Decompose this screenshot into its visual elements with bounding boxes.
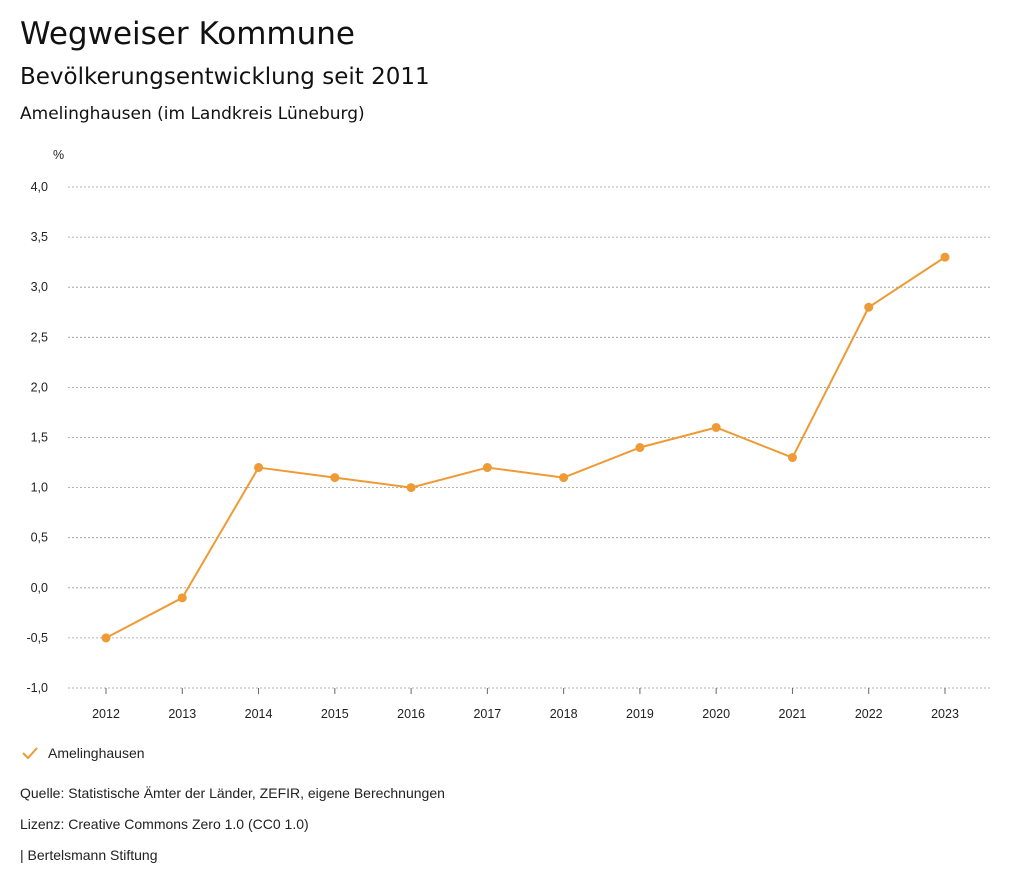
- data-point[interactable]: [635, 443, 645, 453]
- chart-subtitle: Bevölkerungsentwicklung seit 2011: [20, 64, 430, 90]
- x-tick-label: 2013: [168, 707, 196, 721]
- y-tick-label: 1,0: [31, 481, 48, 495]
- y-tick-label: 2,5: [31, 330, 48, 344]
- data-point[interactable]: [559, 473, 569, 483]
- y-tick-label: 3,0: [31, 280, 48, 294]
- y-tick-label: 0,0: [31, 581, 48, 595]
- data-point[interactable]: [330, 473, 340, 483]
- y-tick-label: 3,5: [31, 230, 48, 244]
- x-tick-label: 2019: [626, 707, 654, 721]
- data-point[interactable]: [787, 453, 797, 463]
- legend-label: Amelinghausen: [48, 745, 145, 761]
- data-point[interactable]: [482, 463, 492, 473]
- x-tick-label: 2022: [855, 707, 883, 721]
- license-note: Lizenz: Creative Commons Zero 1.0 (CC0 1…: [20, 816, 309, 832]
- y-tick-label: 4,0: [31, 180, 48, 194]
- x-tick-label: 2023: [931, 707, 959, 721]
- x-tick-label: 2017: [473, 707, 501, 721]
- y-tick-label: 1,5: [31, 431, 48, 445]
- x-tick-label: 2020: [702, 707, 730, 721]
- y-axis: -1,0 -0,5 0,0 0,5 1,0 1,5 2,0 2,5 3,0 3,5 4,0: [26, 180, 48, 695]
- publisher-note: | Bertelsmann Stiftung: [20, 847, 158, 863]
- data-point[interactable]: [406, 483, 416, 493]
- y-tick-label: -1,0: [26, 681, 48, 695]
- x-tick-label: 2016: [397, 707, 425, 721]
- x-tick-label: 2014: [245, 707, 273, 721]
- chart-region: Amelinghausen (im Landkreis Lüneburg): [20, 104, 365, 124]
- y-tick-label: 0,5: [31, 531, 48, 545]
- data-point[interactable]: [101, 633, 111, 643]
- data-point[interactable]: [711, 422, 721, 432]
- data-point[interactable]: [864, 302, 874, 312]
- series-layer: [101, 252, 950, 643]
- legend-item-amelinghausen[interactable]: Amelinghausen: [20, 744, 145, 762]
- y-axis-unit-label: %: [53, 148, 64, 162]
- x-tick-label: 2015: [321, 707, 349, 721]
- source-note: Quelle: Statistische Ämter der Länder, Z…: [20, 785, 445, 801]
- check-icon: [20, 744, 40, 762]
- y-tick-label: -0,5: [26, 631, 48, 645]
- chart-title: Wegweiser Kommune: [20, 16, 355, 52]
- x-tick-label: 2012: [92, 707, 120, 721]
- series-line: [105, 256, 946, 639]
- x-tick-label: 2021: [779, 707, 807, 721]
- data-point[interactable]: [254, 463, 264, 473]
- x-axis: 2012 2013 2014 2015 2016 2017 2018 2019 2020 2021…: [92, 688, 959, 721]
- grid-layer: [68, 186, 990, 689]
- data-point[interactable]: [940, 252, 950, 262]
- data-point[interactable]: [177, 593, 187, 603]
- y-tick-label: 2,0: [31, 380, 48, 394]
- x-tick-label: 2018: [550, 707, 578, 721]
